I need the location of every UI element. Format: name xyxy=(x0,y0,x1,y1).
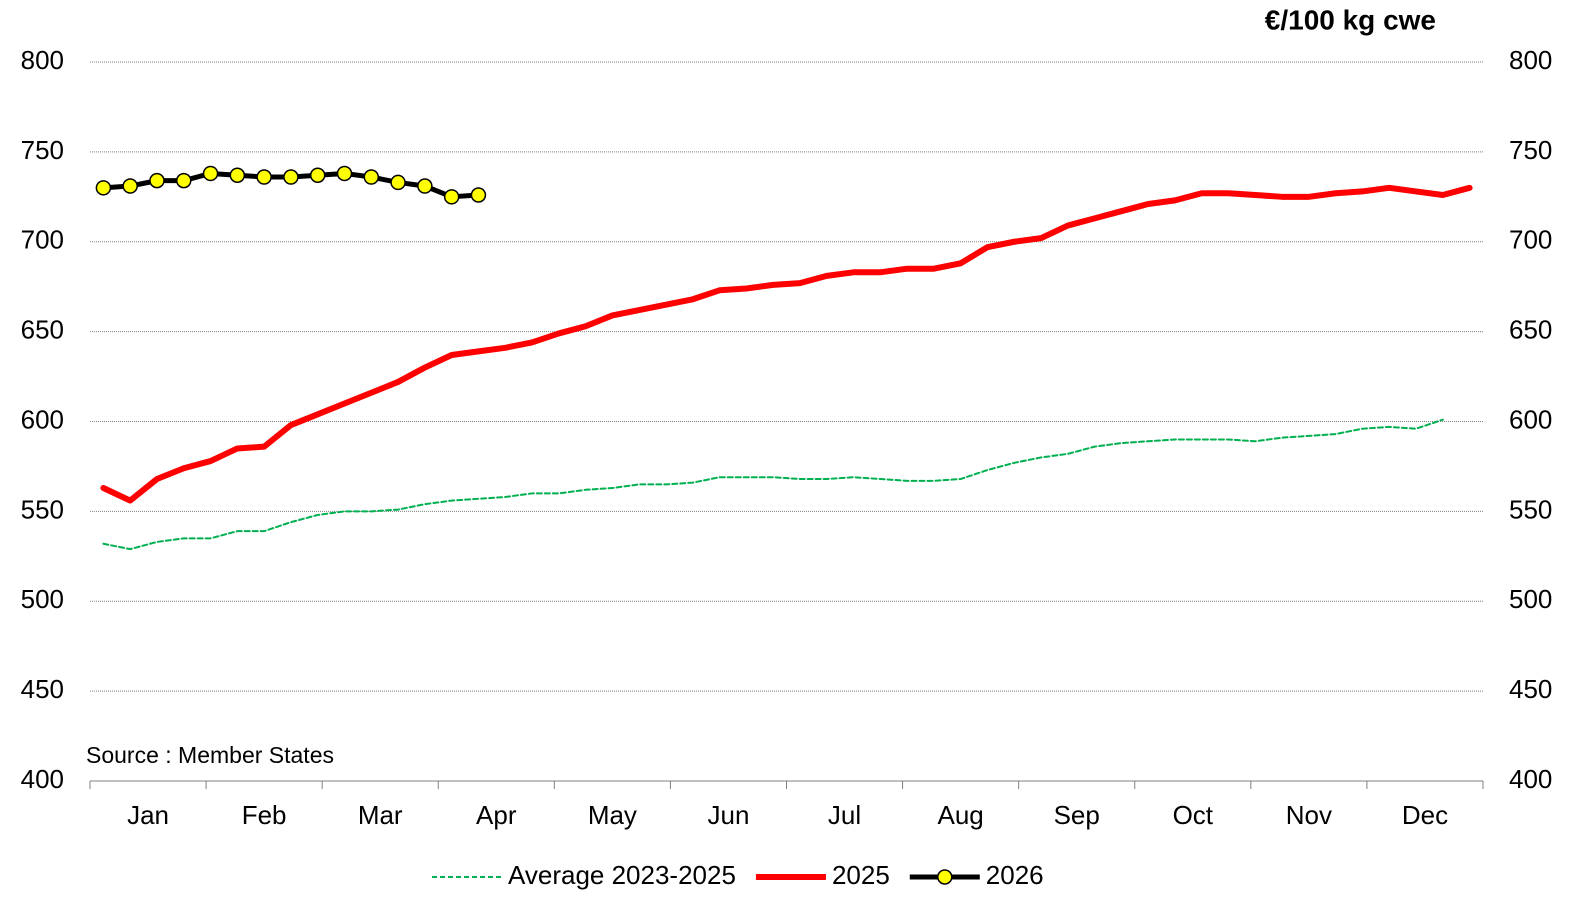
x-tick-label: Dec xyxy=(1402,800,1448,830)
legend-label: Average 2023-2025 xyxy=(508,860,736,890)
y2-tick-label: 600 xyxy=(1509,404,1552,434)
y-tick-label: 550 xyxy=(21,494,64,524)
y-tick-label: 500 xyxy=(21,584,64,614)
y-tick-label: 400 xyxy=(21,764,64,794)
y2-tick-label: 700 xyxy=(1509,225,1552,255)
y-tick-label: 600 xyxy=(21,404,64,434)
series-marker xyxy=(149,172,165,189)
series-line xyxy=(100,184,1473,504)
source-note: Source : Member States xyxy=(86,742,334,768)
x-tick-label: Aug xyxy=(937,800,983,830)
series-marker xyxy=(176,172,192,189)
series-marker xyxy=(309,167,326,183)
series-marker xyxy=(470,187,487,203)
series-marker xyxy=(202,165,219,182)
legend-label: 2026 xyxy=(986,860,1044,890)
x-tick-label: Sep xyxy=(1054,800,1100,830)
series-marker xyxy=(256,169,272,185)
series-marker xyxy=(390,174,406,191)
y2-tick-label: 450 xyxy=(1509,674,1552,704)
series-marker xyxy=(229,167,246,183)
y-tick-label: 700 xyxy=(21,225,64,255)
y-tick-label: 650 xyxy=(21,315,64,345)
x-tick-label: Jan xyxy=(127,800,169,830)
y2-tick-label: 800 xyxy=(1509,45,1552,75)
y2-tick-label: 750 xyxy=(1509,135,1552,165)
y2-tick-label: 500 xyxy=(1509,584,1552,614)
x-tick-label: Mar xyxy=(358,800,403,830)
x-tick-label: Nov xyxy=(1286,800,1332,830)
x-tick-label: Apr xyxy=(476,800,517,830)
series-marker xyxy=(283,169,299,185)
series-marker xyxy=(443,189,460,205)
legend-marker xyxy=(937,869,953,885)
series-marker xyxy=(95,180,112,196)
legend-label: 2025 xyxy=(832,860,890,890)
x-tick-label: Feb xyxy=(242,800,287,830)
y2-tick-label: 400 xyxy=(1509,764,1552,794)
series-marker xyxy=(336,165,353,182)
series-line xyxy=(102,418,1444,551)
y2-tick-label: 550 xyxy=(1509,494,1552,524)
series-marker xyxy=(363,169,380,185)
x-tick-label: Jul xyxy=(828,800,861,830)
y-tick-label: 450 xyxy=(21,674,64,704)
x-tick-label: May xyxy=(588,800,637,830)
series-marker xyxy=(122,178,138,194)
y-tick-label: 750 xyxy=(21,135,64,165)
y-tick-label: 800 xyxy=(21,45,64,75)
x-tick-label: Oct xyxy=(1173,800,1214,830)
series-marker xyxy=(417,178,433,194)
unit-label: €/100 kg cwe xyxy=(1265,4,1436,35)
x-tick-label: Jun xyxy=(707,800,749,830)
y2-tick-label: 650 xyxy=(1509,315,1552,345)
